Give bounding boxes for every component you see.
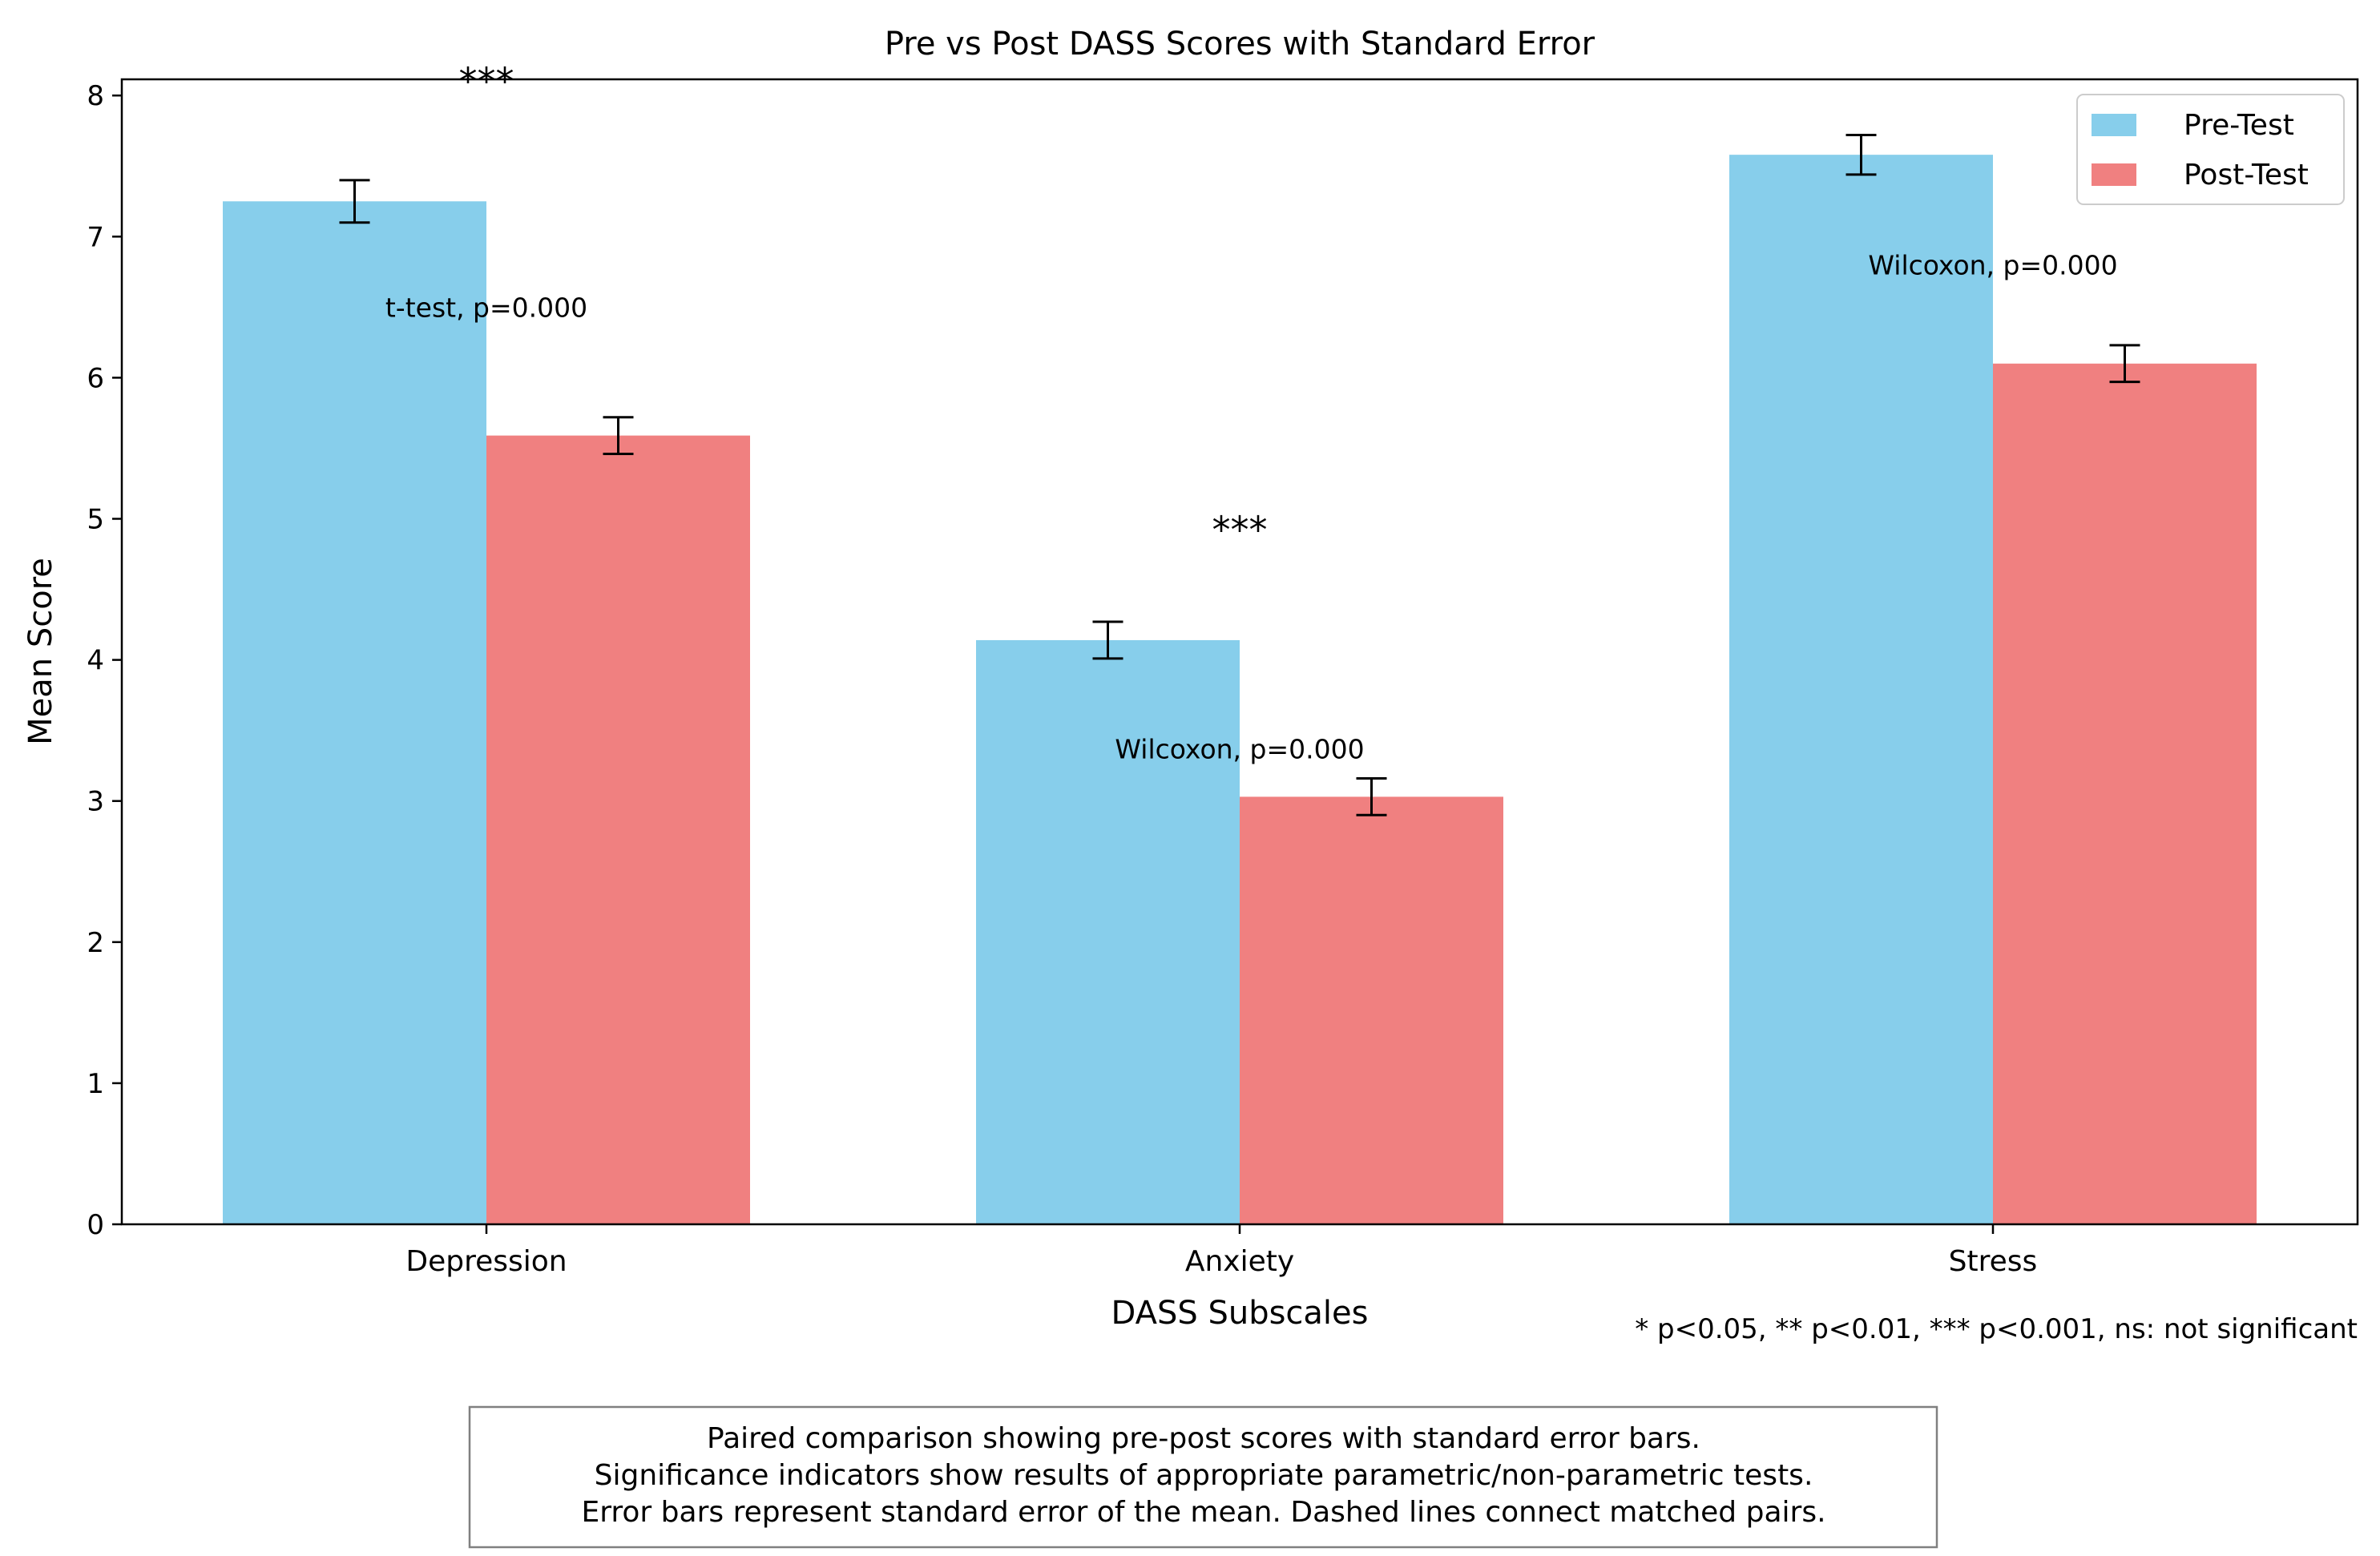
error-bar-depression-pre-test	[339, 179, 370, 224]
legend-frame	[2076, 94, 2345, 205]
significance-note: * p<0.05, ** p<0.01, *** p<0.001, ns: no…	[1635, 1313, 2358, 1345]
x-axis-label: DASS Subscales	[1111, 1295, 1369, 1332]
error-bar-stress-pre-test	[1846, 134, 1877, 176]
bar-depression-pre-test	[223, 201, 486, 1224]
test-label-depression: t-test, p=0.000	[385, 292, 587, 323]
bar-anxiety-pre-test	[976, 639, 1240, 1224]
significance-stars-depression: ***	[459, 60, 514, 103]
bar-stress-post-test	[1993, 363, 2257, 1224]
y-tick-label-7: 7	[87, 221, 104, 253]
chart-title: Pre vs Post DASS Scores with Standard Er…	[885, 26, 1595, 62]
error-bar-anxiety-post-test	[1356, 777, 1387, 816]
test-label-stress: Wilcoxon, p=0.000	[1868, 250, 2117, 281]
y-tick-label-0: 0	[87, 1209, 104, 1241]
caption-line-3: Error bars represent standard error of t…	[581, 1496, 1825, 1529]
bar-anxiety-post-test	[1240, 796, 1503, 1224]
error-bar-depression-post-test	[603, 416, 634, 455]
y-tick-label-5: 5	[87, 504, 104, 536]
y-axis-label: Mean Score	[22, 558, 59, 745]
caption-box: Paired comparison showing pre-post score…	[468, 1405, 1938, 1549]
y-tick-label-1: 1	[87, 1068, 104, 1100]
x-tick-label-anxiety: Anxiety	[1185, 1245, 1294, 1278]
caption-line-2: Significance indicators show results of …	[595, 1459, 1813, 1492]
legend-swatch-pre	[2092, 114, 2136, 136]
error-bar-anxiety-pre-test	[1092, 620, 1123, 660]
legend: Pre-Test Post-Test	[2076, 94, 2345, 205]
x-tick-label-depression: Depression	[405, 1245, 567, 1278]
x-tick-label-stress: Stress	[1949, 1245, 2038, 1278]
legend-label-pre: Pre-Test	[2184, 109, 2294, 142]
significance-stars-anxiety: ***	[1212, 509, 1268, 552]
bar-depression-post-test	[486, 435, 750, 1224]
caption-line-1: Paired comparison showing pre-post score…	[707, 1422, 1700, 1455]
y-tick-label-4: 4	[87, 645, 104, 677]
error-bar-stress-post-test	[2109, 344, 2140, 384]
test-label-anxiety: Wilcoxon, p=0.000	[1115, 734, 1364, 765]
legend-label-post: Post-Test	[2184, 159, 2309, 191]
caption-frame	[468, 1405, 1938, 1549]
legend-swatch-post	[2092, 163, 2136, 186]
y-tick-label-3: 3	[87, 786, 104, 818]
y-tick-label-2: 2	[87, 927, 104, 959]
bar-stress-pre-test	[1729, 155, 1993, 1225]
y-tick-label-6: 6	[87, 362, 104, 394]
y-tick-label-8: 8	[87, 80, 104, 112]
